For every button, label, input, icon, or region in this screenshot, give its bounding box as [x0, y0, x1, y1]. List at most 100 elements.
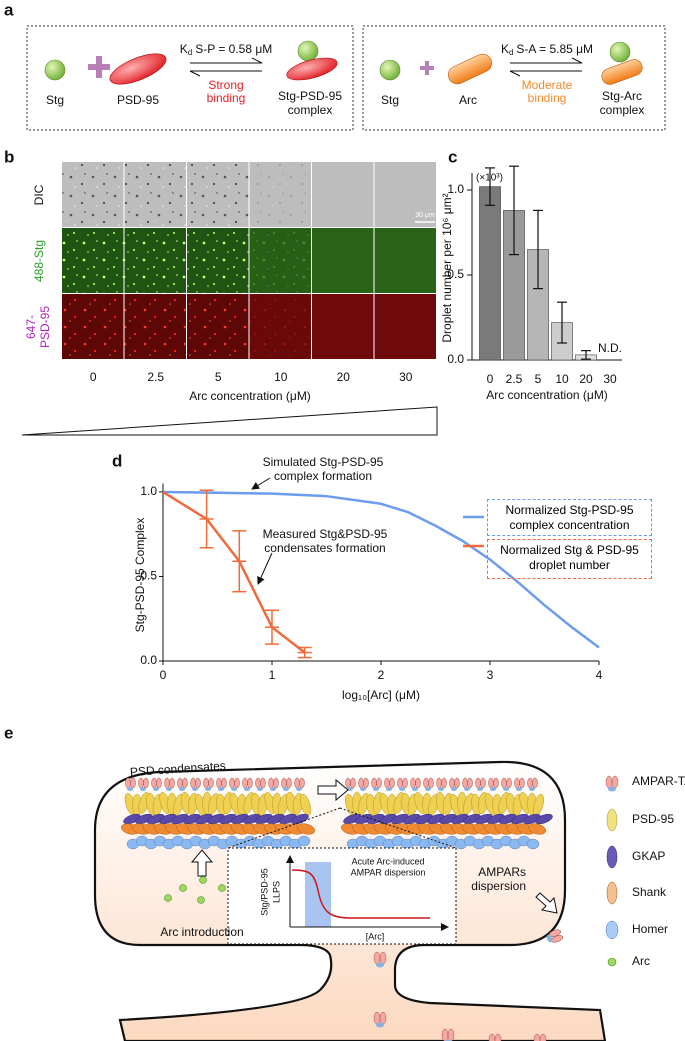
kd-value: S-A = 5.85 μM	[516, 42, 593, 56]
stg-icon	[609, 41, 631, 63]
panel-label: a	[4, 0, 14, 19]
error-bar	[232, 530, 247, 593]
stg-icon	[379, 59, 401, 81]
inset-box	[227, 847, 457, 945]
micrograph	[62, 162, 124, 227]
psd95-protein	[300, 794, 312, 816]
harpoon	[510, 57, 583, 64]
legend-label: Shank	[632, 885, 667, 899]
panel-label: c	[448, 147, 457, 166]
series-line	[162, 490, 306, 654]
row-label: DIC	[32, 184, 46, 205]
x-axis-label: Arc concentration (μM)	[189, 389, 311, 403]
binding-label: Moderate	[522, 78, 573, 92]
x-tick-label: 20	[579, 372, 593, 386]
ampar	[229, 777, 240, 791]
micrograph	[187, 162, 249, 227]
ampar	[164, 777, 175, 791]
error-bar	[297, 646, 312, 659]
scheme-box	[362, 25, 666, 131]
row-label: PSD-95	[38, 306, 52, 348]
scheme-box	[26, 25, 354, 131]
ampar	[345, 777, 356, 791]
y-axis-label: Stg-PSD-95 Complex	[133, 518, 147, 633]
annotation: N.D.	[598, 341, 622, 355]
ampar	[449, 777, 460, 791]
legend-icon	[606, 845, 618, 869]
legend-label: Homer	[632, 922, 668, 936]
hollow-arrow	[317, 778, 349, 802]
scale-bar-label: 30 μm	[415, 212, 435, 219]
zoom-line	[339, 807, 457, 849]
ampar	[397, 777, 408, 791]
ampar	[475, 777, 486, 791]
ampar	[294, 777, 305, 791]
gkap-protein	[135, 813, 153, 825]
kd-label: Kd S-A = 5.85 μM	[501, 42, 593, 57]
error-bar	[581, 350, 591, 360]
micrograph	[312, 162, 374, 227]
x-tick-label: 2	[378, 668, 385, 682]
hollow-arrow	[190, 849, 214, 877]
gkap-protein	[267, 813, 285, 825]
ampar	[151, 777, 162, 791]
x-tick-label: 1	[269, 668, 276, 682]
row-label: 647-	[24, 315, 38, 339]
harpoon	[190, 57, 263, 64]
x-tick-label: 5	[535, 372, 542, 386]
y-tick-label: 0.0	[447, 352, 464, 366]
inset-title: AMPAR dispersion	[351, 867, 426, 877]
annotation-arrow	[251, 477, 271, 490]
shank-protein	[528, 823, 546, 835]
micrograph	[312, 294, 374, 359]
gkap-protein	[255, 813, 273, 825]
error-bar	[509, 165, 519, 256]
ampar	[371, 777, 382, 791]
ampar	[373, 951, 387, 968]
inset-xlabel: [Arc]	[366, 931, 385, 941]
label: Stg	[46, 93, 64, 107]
kd-subscript: d	[188, 48, 192, 57]
stg-icon	[297, 40, 319, 62]
gkap-protein	[451, 813, 469, 825]
ampar	[242, 777, 253, 791]
ampar	[514, 777, 525, 791]
y-tick-label: 0.5	[447, 267, 464, 281]
micrograph	[124, 162, 186, 227]
label: complex	[288, 103, 333, 117]
harpoon	[509, 70, 582, 77]
y-tick-label: 0.0	[140, 653, 157, 667]
kd-value: S-P = 0.58 μM	[195, 42, 272, 56]
error-bar	[265, 609, 279, 645]
gkap-protein	[475, 813, 493, 825]
ampar	[216, 777, 227, 791]
ampar	[190, 777, 201, 791]
ampar	[358, 777, 369, 791]
legend-entry: Normalized Stg & PSD-95 droplet number	[487, 539, 652, 579]
error-bar	[557, 301, 567, 344]
micrograph	[374, 294, 436, 359]
ampar	[462, 777, 473, 791]
y-tick-label: 1.0	[447, 182, 464, 196]
y-axis-label: Droplet number per 10⁶ μm²	[440, 193, 454, 342]
ampar	[373, 1011, 387, 1028]
x-tick-label: 4	[596, 668, 603, 682]
binding-label: Strong	[208, 78, 243, 92]
binding-label: binding	[528, 91, 567, 105]
ampar	[384, 777, 395, 791]
gkap-protein	[367, 813, 385, 825]
ampar	[436, 777, 447, 791]
gkap-protein	[343, 813, 361, 825]
label: complex	[600, 103, 645, 117]
hollow-arrow	[535, 892, 558, 914]
gkap-protein	[195, 813, 213, 825]
shank-protein	[297, 823, 315, 835]
ampar	[441, 1028, 455, 1041]
panel-label: e	[4, 723, 13, 742]
legend-label: Arc	[632, 954, 650, 968]
series-line	[162, 490, 600, 649]
gkap-protein	[415, 813, 433, 825]
psd95-icon	[286, 57, 338, 81]
x-tick-label: 30	[603, 372, 617, 386]
